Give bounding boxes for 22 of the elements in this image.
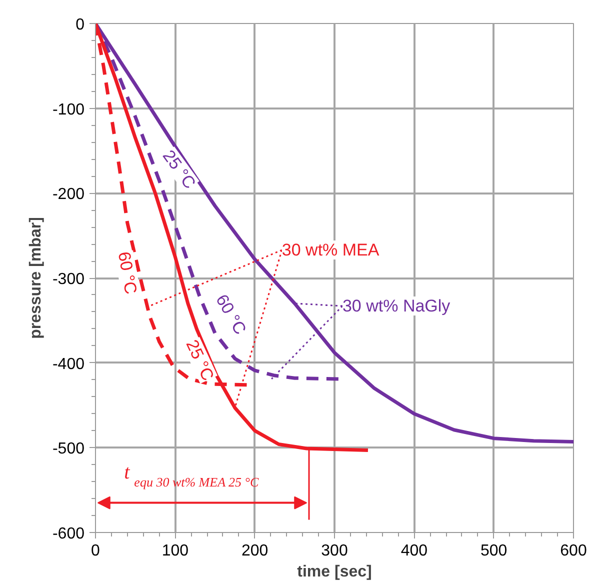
y-tick-label: -500 [52,440,85,458]
x-tick-label: 100 [162,542,189,560]
text: 25 °C [158,146,200,192]
y-tick-label: -100 [52,101,85,118]
y-axis-title: pressure [mbar] [27,217,44,339]
x-axis-title: time [sec] [297,564,372,580]
x-tick-label: 200 [241,542,268,560]
y-tick-label: 0 [76,16,85,34]
x-tick-label: 300 [321,542,348,560]
x-tick-label: 0 [91,542,100,560]
text: 60 °C [114,250,140,296]
y-tick-label: -200 [52,186,85,204]
x-tick-label: 400 [400,542,428,560]
y-tick-label: -300 [52,271,85,288]
x-tick-label: 500 [480,542,508,560]
x-tick-label: 600 [560,542,587,560]
text: 60 °C [212,291,250,338]
annotation: 30 wt% MEA [282,240,380,260]
text: 25 °C [182,336,218,384]
y-tick-label: -400 [52,356,85,373]
annotation: 30 wt% NaGly [342,296,451,316]
y-tick-label: -600 [52,526,85,542]
